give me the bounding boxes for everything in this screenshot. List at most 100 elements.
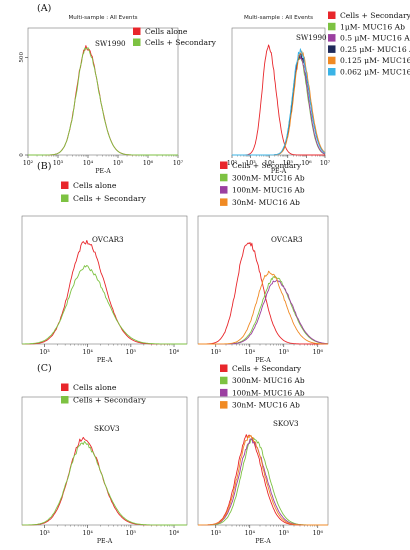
legend-label: 0.25 μM- MUC16 Ab [340, 45, 410, 54]
series-curve-purple [198, 279, 329, 345]
legend-label: 0.125 μM- MUC16 Ab [340, 56, 410, 65]
legend-swatch-green [328, 22, 336, 31]
x-tick-label: 10⁴ [83, 160, 94, 167]
x-tick-label: 10⁵ [126, 349, 137, 356]
cell-line-label: OVCAR3 [92, 235, 124, 244]
legend-swatch-red [328, 11, 336, 19]
legend-swatch-green [133, 38, 141, 46]
x-tick-label: 10⁶ [169, 530, 180, 537]
legend-swatch-purple [220, 186, 228, 194]
legend-swatch-purple [220, 388, 228, 397]
legend-label: 300nM- MUC16 Ab [232, 173, 305, 182]
plot-frame [27, 27, 179, 156]
legend-swatch-red [61, 383, 69, 391]
x-tick-label: 10⁶ [301, 160, 312, 167]
legend-swatch-green [220, 376, 228, 385]
series-curve-green [198, 437, 328, 526]
legend-a-right: Cells + Secondary 1μM- MUC16 Ab 0.5 μM- MU… [328, 11, 410, 77]
legend-label: 30nM- MUC16 Ab [232, 198, 300, 207]
series-curve-red [197, 434, 328, 526]
legend-b-left: Cells alone Cells + Secondary [61, 181, 146, 203]
legend-c-right: Cells + Secondary 300nM- MUC16 Ab 100nM- M… [220, 364, 305, 410]
x-axis-label: PE-A [255, 357, 271, 364]
x-tick-label: 10³ [245, 160, 256, 167]
series-curve-cyan [232, 48, 326, 156]
plot-header: Multi-sample : All Events [68, 15, 137, 21]
histogram-c-left: 10³ 10⁴ 10⁵ 10⁶ PE-A SKOV3 [21, 396, 188, 545]
series-curve-purple [197, 438, 328, 526]
legend-label: 30nM- MUC16 Ab [232, 401, 300, 410]
panel-letter-c: (C) [37, 363, 52, 374]
legend-label: Cells alone [73, 181, 117, 190]
x-tick-label: 10² [227, 160, 238, 167]
legend-label: Cells alone [145, 27, 188, 36]
legend-swatch-green [61, 396, 69, 404]
histogram-b-left: 10³ 10⁴ 10⁵ 10⁶ PE-A OVCAR3 [21, 215, 188, 364]
legend-swatch-red [220, 364, 228, 372]
x-tick-label: 10² [23, 160, 34, 167]
x-tick-label: 10⁶ [143, 160, 154, 167]
x-tick-label: 10⁵ [113, 160, 124, 167]
legend-swatch-orange [220, 401, 228, 409]
panel-letter-b: (B) [37, 161, 51, 172]
series-curve-red [198, 242, 328, 345]
cell-line-label: SW1990 [296, 33, 327, 42]
plot-frame [231, 27, 326, 156]
x-tick-label: 10⁵ [283, 160, 294, 167]
legend-label: 0.5 μM- MUC16 Ab [340, 34, 410, 43]
x-tick-label: 10⁴ [264, 160, 275, 167]
series-curve-orange [198, 270, 329, 345]
x-tick-label: 10⁷ [320, 160, 331, 167]
legend-label: 0.062 μM- MUC16 Ab [340, 68, 410, 77]
legend-a-left: Cells alone Cells + Secondary [133, 27, 217, 47]
legend-swatch-red [133, 27, 141, 35]
legend-swatch-navy [328, 45, 336, 53]
legend-swatch-purple [328, 34, 336, 42]
series-curve-orange [197, 435, 328, 526]
x-tick-label: 10⁴ [83, 530, 94, 537]
legend-swatch-red [61, 181, 69, 189]
x-tick-label: 10⁶ [169, 349, 180, 356]
legend-label: Cells + Secondary [73, 194, 146, 203]
histogram-b-right: 10³ 10⁴ 10⁵ 10⁶ PE-A OVCAR3 [197, 215, 329, 364]
series-curve-red [21, 239, 187, 345]
x-tick-label: 10³ [211, 530, 222, 537]
y-tick-label: 500 [19, 52, 25, 63]
x-tick-label: 10⁴ [245, 349, 256, 356]
x-axis-label: PE-A [97, 357, 113, 364]
x-tick-label: 10⁷ [173, 160, 184, 167]
x-tick-label: 10⁶ [313, 530, 324, 537]
x-tick-label: 10⁵ [279, 530, 290, 537]
series-curve-red [28, 45, 178, 156]
series-curve-green [28, 47, 178, 156]
series-curve-green [21, 440, 187, 526]
legend-c-left: Cells alone Cells + Secondary [61, 383, 146, 405]
x-tick-label: 10⁵ [126, 530, 137, 537]
legend-label: 1μM- MUC16 Ab [340, 22, 405, 31]
legend-label: Cells + Secondary [232, 364, 302, 373]
x-tick-label: 10³ [39, 530, 50, 537]
cell-line-label: OVCAR3 [271, 235, 303, 244]
legend-label: Cells + Secondary [340, 11, 410, 20]
x-axis-label: PE-A [95, 168, 111, 175]
histogram-c-right: 10³ 10⁴ 10⁵ 10⁶ PE-A SKOV3 [197, 396, 329, 545]
legend-label: 100nM- MUC16 Ab [232, 186, 305, 195]
legend-swatch-green [220, 173, 228, 182]
legend-swatch-orange [220, 198, 228, 206]
series-curve-green [21, 264, 187, 345]
x-tick-label: 10⁴ [83, 349, 94, 356]
plot-frame [21, 215, 188, 345]
cell-line-label: SKOV3 [273, 419, 299, 428]
legend-label: Cells + Secondary [73, 396, 146, 405]
x-tick-label: 10⁶ [313, 349, 324, 356]
plot-frame [197, 215, 329, 345]
x-tick-label: 10³ [39, 349, 50, 356]
x-tick-label: 10³ [53, 160, 64, 167]
legend-swatch-red [220, 161, 228, 169]
x-axis-label: PE-A [271, 168, 287, 175]
x-tick-label: 10³ [211, 349, 222, 356]
legend-label: Cells + Secondary [145, 38, 217, 47]
series-curve-orange [232, 50, 326, 156]
legend-label: Cells alone [73, 383, 117, 392]
